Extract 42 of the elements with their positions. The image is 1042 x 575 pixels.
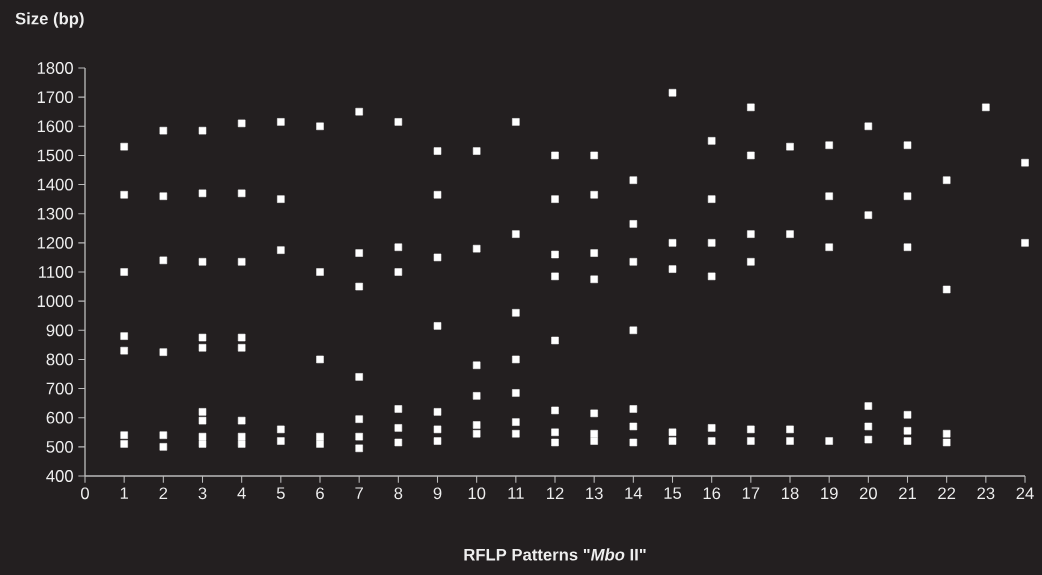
y-tick-label: 800 [46,353,73,366]
y-tick-label: 500 [46,440,73,453]
x-tick-label: 3 [198,487,207,500]
y-tick-label: 1600 [37,120,73,133]
y-tick-label: 1000 [37,295,73,308]
x-tick-label: 8 [394,487,403,500]
x-tick-label: 17 [742,487,760,499]
y-tick-label: 1400 [37,178,73,191]
x-tick-label: 4 [237,487,246,499]
x-tick-label: 10 [468,487,486,500]
y-tick-label: 600 [46,411,73,424]
y-tick-label: 1200 [37,236,73,249]
x-tick-label: 9 [433,487,442,500]
x-tick-label: 18 [782,487,799,500]
x-axis-title: RFLP Patterns "Mbo II" [464,548,646,561]
x-tick-label: 21 [899,487,916,500]
x-tick-label: 11 [508,487,524,499]
y-tick-label: 700 [46,382,73,395]
x-tick-label: 0 [81,487,89,500]
x-tick-label: 5 [276,487,285,500]
x-tick-label: 15 [664,487,682,500]
x-tick-label: 16 [703,487,721,500]
x-tick-label: 2 [159,487,168,500]
x-tick-label: 22 [938,487,956,500]
y-tick-label: 1700 [37,91,73,104]
x-tick-label: 13 [586,487,603,500]
x-tick-label: 24 [1016,487,1034,500]
x-tick-label: 20 [859,487,877,500]
x-tick-label: 6 [316,487,324,500]
y-tick-label: 1300 [37,207,73,220]
y-axis-title: Size (bp) [15,12,84,28]
y-tick-label: 900 [46,324,73,337]
x-tick-label: 19 [821,487,838,500]
y-tick-label: 1800 [37,62,73,74]
x-tick-label: 14 [625,487,643,499]
y-tick-label: 1500 [37,149,73,162]
x-tick-label: 23 [977,487,995,500]
y-tick-label: 1100 [39,266,73,278]
x-tick-label: 1 [120,487,128,499]
x-tick-label: 7 [355,487,363,499]
y-tick-label: 400 [46,470,73,482]
x-tick-label: 12 [547,487,564,500]
